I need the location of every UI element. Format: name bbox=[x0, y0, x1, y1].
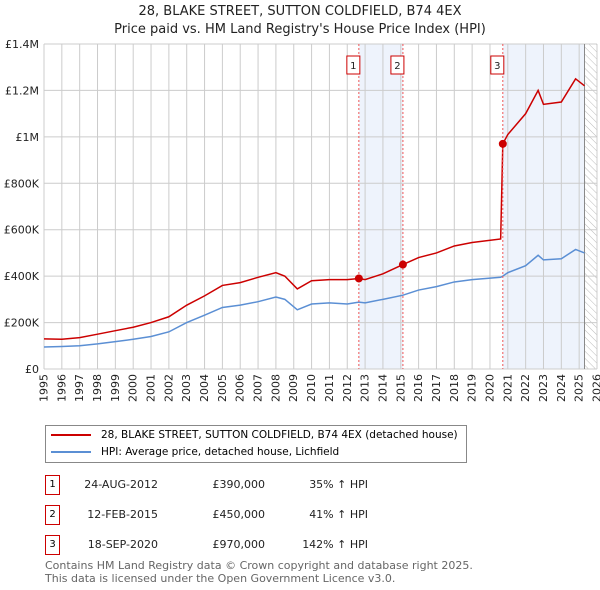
x-tick-label: 2006 bbox=[234, 374, 247, 402]
x-tick-label: 2018 bbox=[448, 374, 461, 402]
footer-line-2: This data is licensed under the Open Gov… bbox=[45, 572, 396, 585]
y-tick-label: £800K bbox=[4, 177, 40, 190]
x-tick-label: 1998 bbox=[91, 374, 104, 402]
sale-point bbox=[398, 260, 407, 269]
x-tick-label: 2008 bbox=[269, 374, 282, 402]
x-tick-label: 2021 bbox=[501, 374, 514, 402]
price-chart: 1995 1996 1997 1998 1999 2000 2001 2002 2003 2004… bbox=[4, 38, 600, 402]
legend-hpi: HPI: Average price, detached house, Lich… bbox=[101, 446, 340, 458]
x-tick-label: 2000 bbox=[127, 374, 140, 402]
y-tick-label: £200K bbox=[4, 317, 40, 330]
sale-label: 1 bbox=[350, 61, 356, 72]
x-tick-label: 2013 bbox=[359, 374, 372, 402]
x-tick-label: 2003 bbox=[180, 374, 193, 402]
x-tick-label: 1995 bbox=[38, 374, 51, 402]
legend-blue-line bbox=[51, 451, 91, 453]
sale-label-box bbox=[346, 55, 361, 75]
x-tick-label: 2026 bbox=[591, 374, 600, 402]
sale-hpi-diff: 142% ↑ HPI bbox=[302, 538, 368, 551]
sale-number-box: 2 bbox=[45, 505, 60, 525]
x-tick-label: 2017 bbox=[430, 374, 443, 402]
y-tick-label: £0 bbox=[25, 363, 39, 376]
future-hatch bbox=[584, 44, 597, 369]
x-tick-label: 2001 bbox=[145, 374, 158, 402]
sale-label: 3 bbox=[494, 61, 500, 72]
x-tick-label: 2009 bbox=[287, 374, 300, 402]
legend-property: 28, BLAKE STREET, SUTTON COLDFIELD, B74 … bbox=[101, 429, 458, 441]
sale-point bbox=[354, 274, 363, 283]
shade-1-2 bbox=[358, 44, 403, 369]
property-line bbox=[43, 77, 585, 341]
legend-red-line bbox=[51, 434, 91, 436]
x-tick-label: 2019 bbox=[466, 374, 479, 402]
sale-hpi-diff: 41% ↑ HPI bbox=[309, 508, 368, 521]
x-tick-label: 2004 bbox=[198, 374, 211, 402]
sale-price: £390,000 bbox=[212, 478, 266, 491]
y-tick-label: £1.2M bbox=[5, 84, 39, 97]
x-tick-label: 2016 bbox=[412, 374, 425, 402]
x-tick-label: 2015 bbox=[394, 374, 407, 402]
sale-date: 18-SEP-2020 bbox=[87, 538, 158, 551]
sale-point bbox=[498, 139, 507, 148]
x-tick-label: 2024 bbox=[555, 374, 568, 402]
x-tick-label: 1997 bbox=[73, 374, 86, 402]
sale-label-box bbox=[390, 55, 405, 75]
x-tick-label: 2025 bbox=[573, 374, 586, 402]
x-tick-label: 2014 bbox=[376, 374, 389, 402]
x-tick-label: 1996 bbox=[55, 374, 68, 402]
x-tick-label: 1999 bbox=[109, 374, 122, 402]
x-tick-label: 2020 bbox=[483, 374, 496, 402]
sale-number-box: 1 bbox=[45, 475, 60, 495]
sale-date: 24-AUG-2012 bbox=[84, 478, 158, 491]
x-tick-label: 2012 bbox=[341, 374, 354, 402]
sale-date: 12-FEB-2015 bbox=[87, 508, 158, 521]
sale-price: £450,000 bbox=[212, 508, 266, 521]
footer: Contains HM Land Registry data © Crown c… bbox=[45, 559, 473, 585]
sale-price: £970,000 bbox=[212, 538, 266, 551]
x-tick-label: 2005 bbox=[216, 374, 229, 402]
x-tick-label: 2023 bbox=[537, 374, 550, 402]
hpi-line bbox=[43, 248, 585, 348]
chart-subtitle: Price paid vs. HM Land Registry's House … bbox=[114, 22, 486, 37]
y-tick-label: £400K bbox=[4, 270, 40, 283]
chart-title: 28, BLAKE STREET, SUTTON COLDFIELD, B74 … bbox=[138, 4, 462, 19]
x-tick-label: 2010 bbox=[305, 374, 318, 402]
x-tick-label: 2007 bbox=[252, 374, 265, 402]
sale-label: 2 bbox=[394, 61, 400, 72]
sale-number-box: 3 bbox=[45, 535, 60, 555]
x-tick-label: 2022 bbox=[519, 374, 532, 402]
y-tick-label: £1M bbox=[16, 131, 40, 144]
y-tick-label: £1.4M bbox=[5, 38, 39, 51]
legend: 28, BLAKE STREET, SUTTON COLDFIELD, B74 … bbox=[45, 425, 467, 463]
sale-label-box bbox=[490, 55, 505, 75]
x-tick-label: 2011 bbox=[323, 374, 336, 402]
x-tick-label: 2002 bbox=[162, 374, 175, 402]
sale-hpi-diff: 35% ↑ HPI bbox=[309, 478, 368, 491]
y-tick-label: £600K bbox=[4, 224, 40, 237]
footer-line-1: Contains HM Land Registry data © Crown c… bbox=[45, 559, 473, 572]
